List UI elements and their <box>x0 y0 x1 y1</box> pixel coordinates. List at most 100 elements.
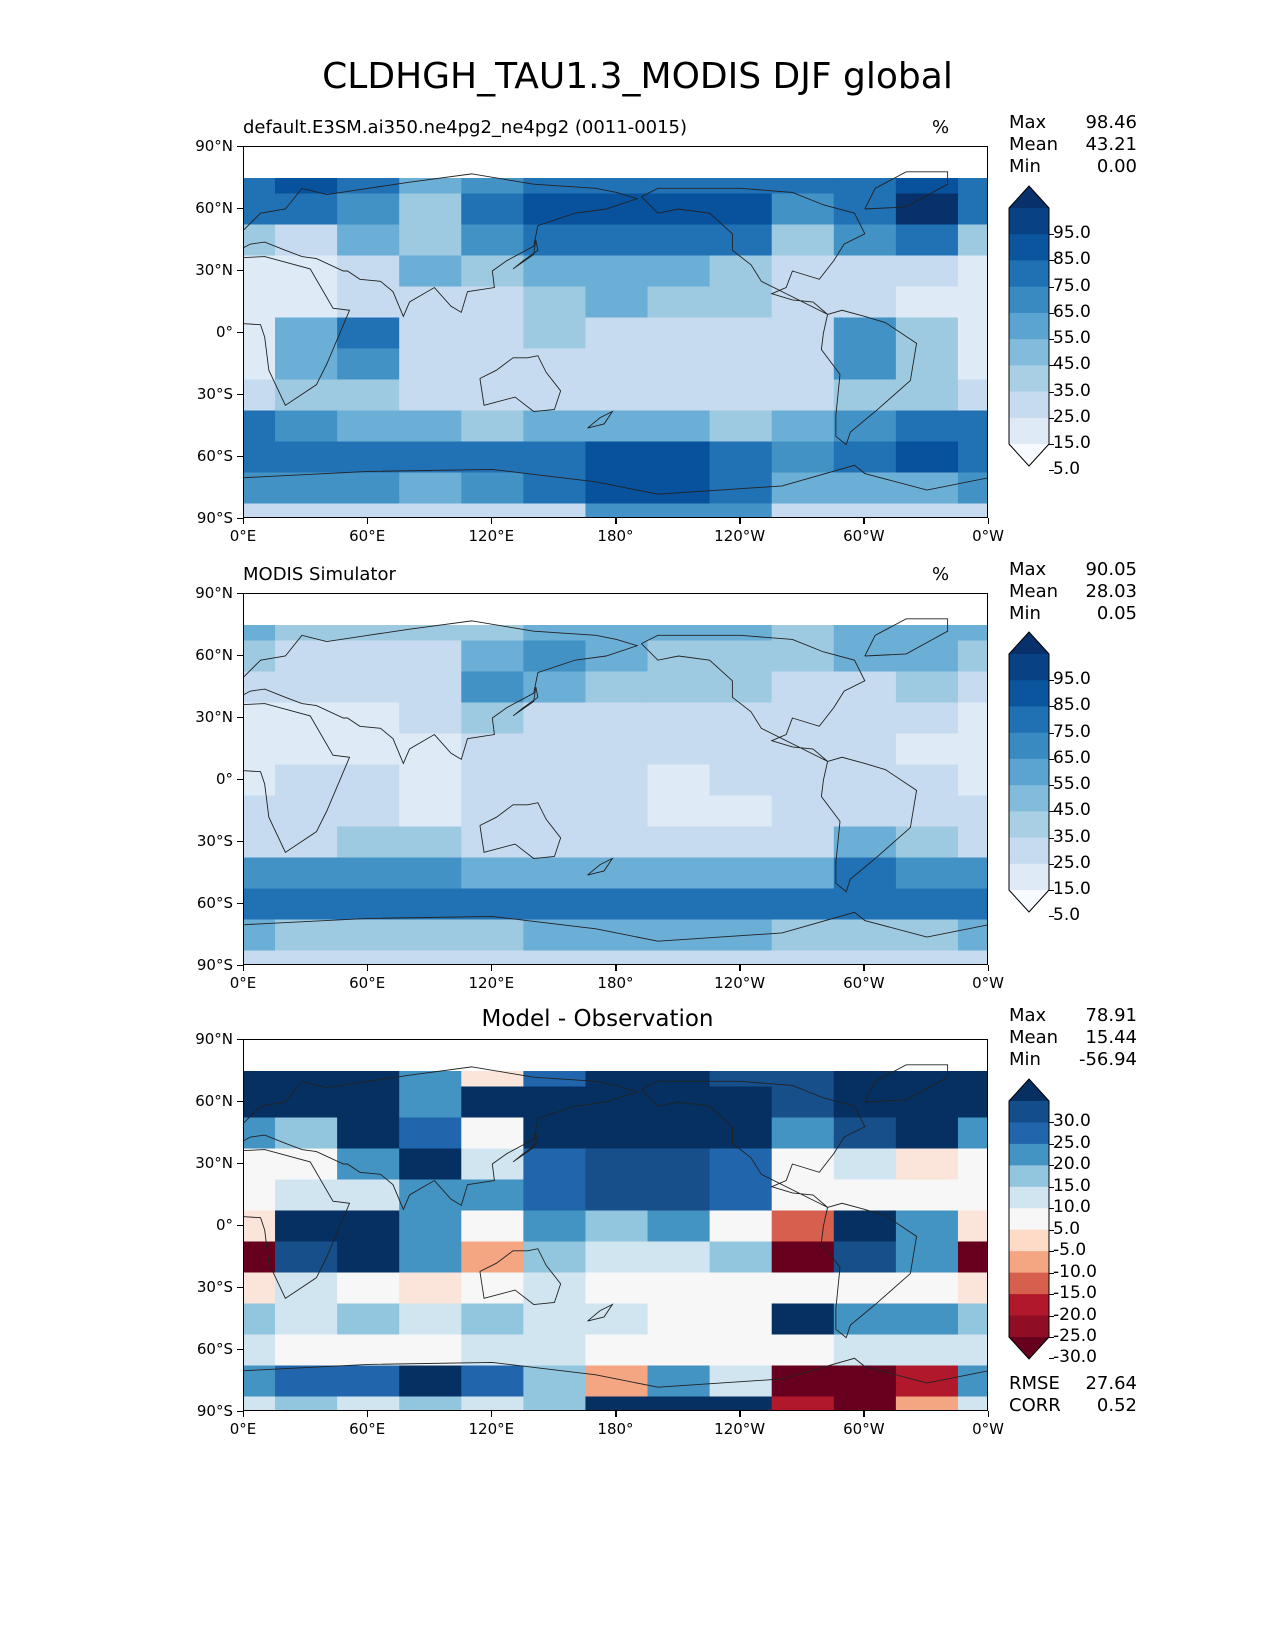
map-cell <box>895 178 959 195</box>
colorbar-segment <box>1009 1272 1049 1295</box>
lat-tick-label: 90°N <box>195 1030 233 1048</box>
map-cell <box>771 1210 835 1243</box>
colorbar-tick-label: 95.0 <box>1053 669 1091 690</box>
map-cell <box>244 1148 276 1181</box>
map-cell <box>523 625 587 642</box>
coastline <box>864 618 949 657</box>
map-cell <box>709 193 773 226</box>
map-cell <box>523 472 587 505</box>
map-cell <box>399 1272 462 1305</box>
coastline <box>244 1149 351 1299</box>
lon-tick-label: 120°E <box>468 974 515 992</box>
map-cell <box>461 1071 524 1088</box>
map-cell <box>337 1071 400 1088</box>
map-cell <box>957 950 987 964</box>
lon-tick-mark <box>987 1411 989 1417</box>
colorbar-tick-label: -10.0 <box>1053 1261 1097 1282</box>
stat-label: Min <box>1009 1049 1041 1070</box>
map-cell <box>244 441 276 474</box>
map-cell <box>895 1179 959 1212</box>
map-cell <box>833 702 897 735</box>
map-cell <box>399 1148 462 1181</box>
map-cell <box>895 625 959 642</box>
map-cell <box>461 1303 524 1336</box>
stat-row: Min -56.94 <box>1009 1049 1137 1071</box>
colorbar-tick-mark <box>1049 1358 1054 1360</box>
map-cell <box>833 1071 897 1088</box>
lat-tick-label: 0° <box>215 323 233 341</box>
map-cell <box>585 503 649 517</box>
map-cell <box>523 1396 587 1410</box>
coastline <box>820 756 918 893</box>
map-cell <box>523 348 587 381</box>
lat-tick-mark <box>237 331 243 333</box>
map-cell <box>895 348 959 381</box>
map-cell <box>275 764 338 797</box>
colorbar-svg <box>1008 185 1050 467</box>
colorbar-tick-label: 35.0 <box>1053 380 1091 401</box>
colorbar-segment <box>1009 391 1049 419</box>
lat-tick-label: 90°S <box>196 956 233 974</box>
map-cell <box>244 224 276 257</box>
colorbar-tick-label: 55.0 <box>1053 774 1091 795</box>
map-cell <box>244 1179 276 1212</box>
colorbar-tick-mark <box>1049 1208 1054 1210</box>
map-cell <box>771 888 835 921</box>
map-cell <box>275 472 338 505</box>
colorbar-extend-bottom <box>1009 1337 1049 1359</box>
map-cell <box>585 625 649 642</box>
map-cell <box>399 733 462 766</box>
lat-tick-mark <box>237 145 243 147</box>
map-cell <box>275 671 338 704</box>
map-cell <box>399 702 462 735</box>
map-cell <box>337 410 400 443</box>
map-cell <box>895 950 959 964</box>
colorbar-tick-mark <box>1049 1337 1054 1338</box>
colorbar-extend-top <box>1009 1079 1049 1101</box>
stat-value: 98.46 <box>1085 112 1137 133</box>
map-cell <box>337 625 400 642</box>
colorbar-tick-label: -15.0 <box>1053 1283 1097 1304</box>
map-cell <box>709 795 773 828</box>
colorbar-tick-mark <box>1049 417 1054 419</box>
lat-tick-label: 30°S <box>196 385 233 403</box>
map-cell <box>461 503 524 517</box>
colorbar-tick-mark <box>1049 916 1054 918</box>
map-cell <box>275 702 338 735</box>
lon-tick-mark <box>863 1411 865 1417</box>
map-cell <box>275 1071 338 1088</box>
map-cell <box>399 950 462 964</box>
map-cell <box>771 1148 835 1181</box>
map-cell <box>833 1272 897 1305</box>
colorbar-segment <box>1009 365 1049 393</box>
map-cell <box>523 1210 587 1243</box>
colorbar-segment <box>1009 732 1049 760</box>
colorbar-extend-bottom <box>1009 890 1049 912</box>
map-cell <box>585 888 649 921</box>
map-cell <box>771 625 835 642</box>
map-cell <box>461 1117 524 1150</box>
map-cell <box>585 255 649 288</box>
lat-tick-label: 90°S <box>196 509 233 527</box>
map-cell <box>337 348 400 381</box>
panel-3-title: Model - Observation <box>481 1006 714 1032</box>
colorbar-tick-label: 85.0 <box>1053 695 1091 716</box>
map-cell <box>275 950 338 964</box>
map-cell <box>275 379 338 412</box>
map-cell <box>461 317 524 350</box>
colorbar-tick-mark <box>1049 234 1054 236</box>
map-cell <box>399 1086 462 1119</box>
map-cell <box>833 255 897 288</box>
map-cell <box>337 193 400 226</box>
colorbar-tick-mark <box>1049 785 1054 787</box>
map-cell <box>523 1241 587 1274</box>
map-cell <box>833 503 897 517</box>
lat-tick-label: 90°N <box>195 584 233 602</box>
map-cell <box>895 857 959 890</box>
map-cell <box>771 1365 835 1398</box>
map-cell <box>244 348 276 381</box>
map-cell <box>399 919 462 952</box>
colorbar-segment <box>1009 654 1049 681</box>
map-cell <box>771 317 835 350</box>
lat-tick-mark <box>237 1348 243 1350</box>
